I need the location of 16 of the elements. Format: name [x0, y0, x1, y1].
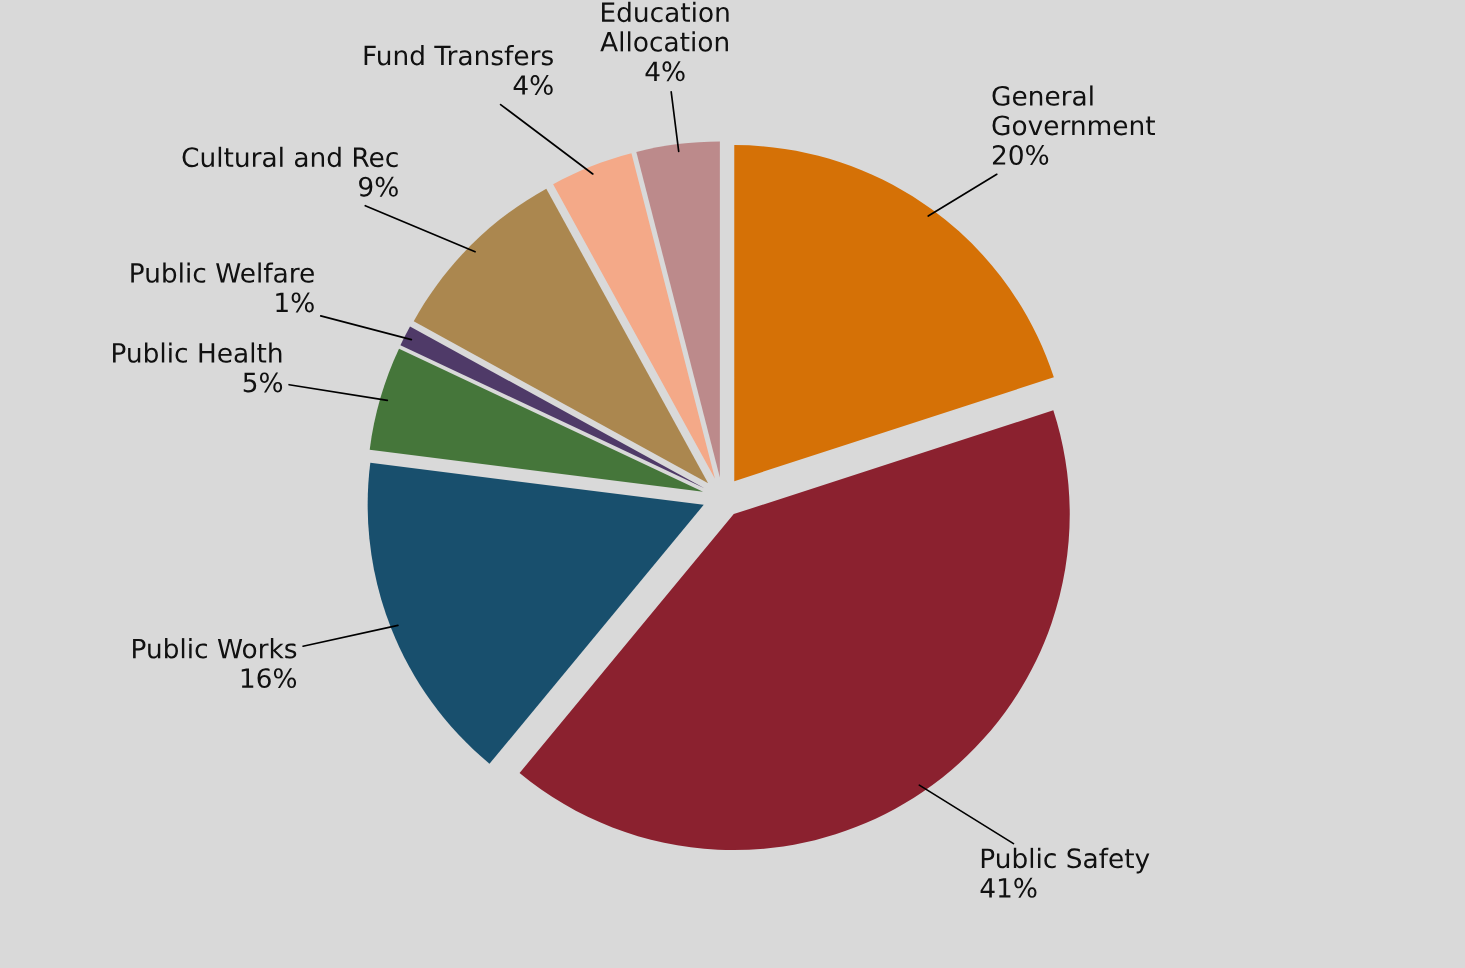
slice-label: Education Allocation [600, 1, 729, 52]
data-label: 4% [513, 75, 553, 95]
data-label: 5% [243, 372, 283, 393]
data-label: 20% [992, 144, 1049, 165]
slice-label: Fund Transfers [364, 45, 553, 66]
slice-label: Public Health [113, 342, 282, 363]
slice-label: General Government [992, 85, 1155, 136]
slice-label: Public Safety [981, 847, 1150, 874]
data-label: 41% [980, 877, 1037, 898]
data-label: 16% [241, 668, 297, 689]
slice-label: Public Works [133, 638, 297, 659]
data-label: 4% [645, 61, 685, 82]
data-label: 1% [276, 292, 314, 313]
slice-label: Cultural and Rec [182, 146, 398, 168]
slice-label: Public Welfare [131, 262, 314, 283]
data-label: 9% [359, 176, 398, 197]
